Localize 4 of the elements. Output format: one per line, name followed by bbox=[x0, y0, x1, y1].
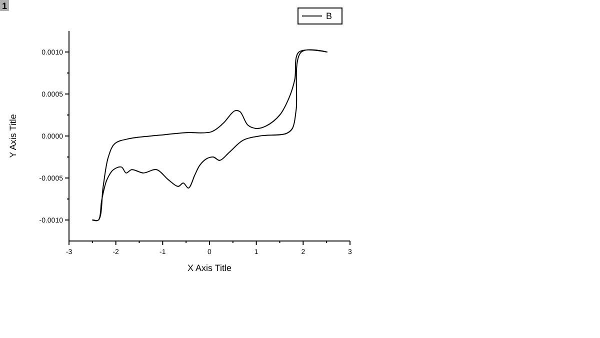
y-axis-title: Y Axis Title bbox=[8, 114, 18, 158]
x-axis-title: X Axis Title bbox=[187, 263, 232, 273]
text: 1 bbox=[2, 1, 8, 11]
legend-label: B bbox=[326, 11, 332, 21]
